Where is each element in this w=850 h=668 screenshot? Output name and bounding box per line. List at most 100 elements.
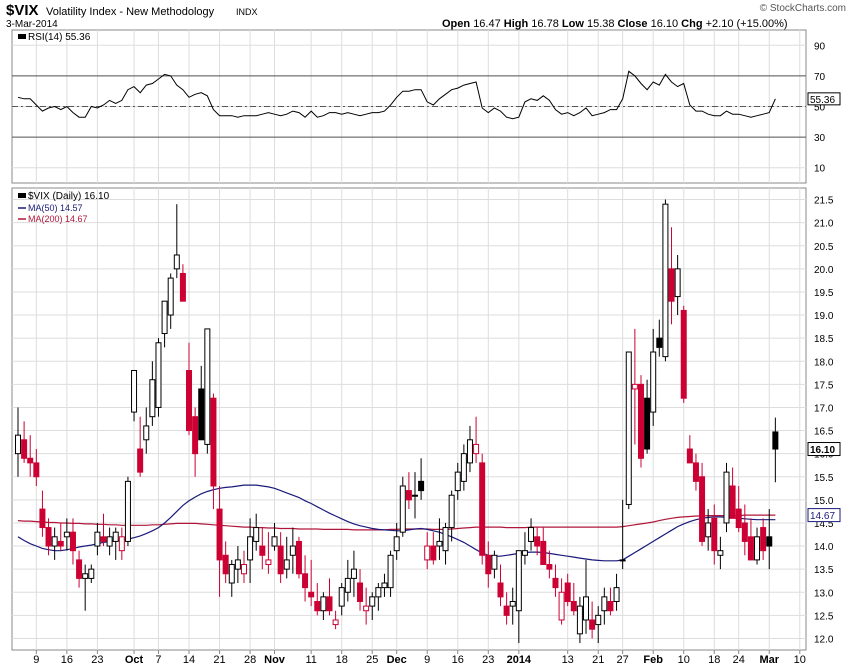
date-axis-ticks: 9 16 23 Oct 7 14 21 28 Nov 11 18 25 Dec 9 16 23 2014 13 21…	[33, 650, 806, 666]
candle	[631, 328, 638, 445]
candle	[381, 573, 388, 597]
candle	[375, 583, 382, 611]
candle-body	[436, 540, 443, 547]
candle	[369, 592, 376, 620]
x-tick-label: 23	[91, 654, 103, 666]
candle	[283, 536, 290, 579]
candle	[338, 583, 345, 616]
candle-body	[94, 531, 101, 547]
candle	[143, 407, 150, 454]
candle-body	[393, 536, 400, 552]
candle-body	[747, 536, 754, 561]
price-tick-label: 20.5	[814, 242, 834, 253]
candle-body	[204, 328, 211, 445]
candle-body	[564, 582, 571, 602]
candle-body	[45, 527, 52, 547]
x-tick-label: 25	[366, 654, 378, 666]
rsi-tick-label: 90	[814, 41, 826, 52]
candle	[198, 365, 205, 441]
candle-body	[100, 536, 107, 542]
candle	[399, 476, 406, 537]
candle-body	[692, 462, 699, 482]
candle	[619, 499, 626, 570]
x-tick-label: 9	[33, 654, 39, 666]
candle	[27, 435, 34, 477]
candle-body	[521, 550, 528, 556]
candle	[601, 587, 608, 625]
candle-body	[326, 596, 333, 612]
candle	[729, 467, 736, 519]
candle	[692, 453, 699, 491]
candle	[94, 522, 101, 556]
candle-body	[589, 619, 596, 630]
candle	[637, 375, 644, 468]
x-tick-label: 18	[708, 654, 720, 666]
legend-vix: $VIX (Daily) 16.10	[28, 191, 110, 202]
candle	[33, 449, 40, 486]
candle	[100, 513, 107, 547]
candle-body	[387, 554, 394, 589]
candle	[326, 578, 333, 616]
candle	[485, 541, 492, 588]
candle	[332, 610, 339, 630]
candle-body	[418, 480, 425, 492]
candle-body	[772, 431, 779, 450]
x-tick-label: Mar	[759, 654, 779, 666]
candle	[412, 472, 418, 519]
candle-body	[497, 582, 504, 598]
candle-body	[302, 573, 309, 589]
price-tick-label: 19.5	[814, 288, 834, 299]
candle-body	[576, 605, 583, 635]
candle	[149, 361, 156, 426]
candle-body	[283, 559, 290, 570]
candle	[497, 564, 504, 607]
candle-body	[259, 545, 266, 556]
candle-body	[509, 600, 516, 607]
candle	[259, 527, 266, 570]
candle	[15, 407, 21, 477]
candle-body	[381, 582, 388, 589]
candle	[460, 444, 467, 491]
candle-body	[375, 587, 382, 598]
candle	[754, 527, 761, 565]
candle	[210, 393, 217, 510]
rsi-tick-label: 50	[814, 103, 826, 114]
candle	[131, 369, 138, 422]
candle	[650, 328, 657, 426]
candle	[741, 504, 748, 556]
candle-body	[63, 531, 70, 538]
candle-body	[216, 508, 223, 561]
candlesticks	[15, 199, 779, 644]
candle	[686, 435, 693, 464]
candle	[662, 199, 669, 362]
candle-body	[350, 568, 357, 579]
rsi-legend: RSI(14) 55.36	[18, 32, 91, 43]
candle-body	[631, 383, 638, 390]
candle	[308, 559, 315, 607]
candle-body	[57, 540, 64, 547]
candle	[387, 550, 394, 597]
candle-body	[131, 369, 138, 413]
candle-body	[760, 527, 767, 552]
x-tick-label: 11	[305, 654, 316, 666]
candle	[357, 569, 364, 611]
candle-body	[699, 476, 706, 542]
candle-body	[338, 587, 345, 607]
candle	[405, 472, 412, 510]
rsi-line	[17, 70, 776, 120]
candle-body	[149, 379, 156, 418]
candle	[57, 522, 64, 551]
candle	[442, 522, 449, 565]
candle	[179, 264, 186, 302]
candle	[204, 328, 211, 454]
candle-body	[179, 272, 186, 302]
candle-body	[124, 480, 131, 542]
rsi-tick-label: 10	[814, 164, 826, 175]
candle-body	[570, 600, 577, 612]
candle	[124, 476, 131, 547]
rsi-tick-label: 70	[814, 72, 826, 83]
candle	[576, 596, 583, 644]
x-tick-label: Dec	[387, 654, 407, 666]
candle-body	[412, 494, 418, 497]
price-tick-label: 17.0	[814, 403, 834, 414]
